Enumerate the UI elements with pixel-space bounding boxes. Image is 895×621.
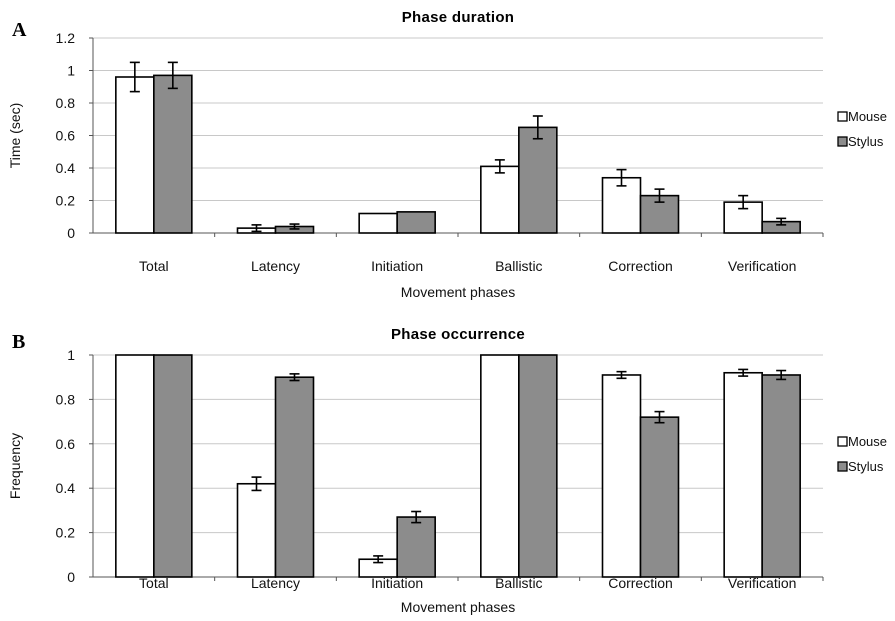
x-tick-label: Ballistic <box>495 258 542 274</box>
bar-mouse <box>236 482 277 578</box>
x-tick-label: Initiation <box>371 575 423 591</box>
x-tick-label: Correction <box>608 575 673 591</box>
bar-mouse <box>601 374 642 578</box>
x-tick-label: Correction <box>608 258 673 274</box>
y-tick-label: 0 <box>67 569 75 585</box>
x-tick-label: Total <box>139 258 169 274</box>
y-tick-label: 0.8 <box>56 95 76 111</box>
chart-title: Phase occurrence <box>391 326 525 343</box>
legend-swatch <box>837 461 848 472</box>
y-tick-label: 0.4 <box>56 160 76 176</box>
x-tick-label: Latency <box>251 575 300 591</box>
panel-letter: B <box>12 331 25 353</box>
bar-mouse <box>723 371 763 578</box>
y-tick-label: 0.4 <box>56 480 76 496</box>
bar-stylus <box>518 354 558 578</box>
x-axis-title: Movement phases <box>401 284 515 300</box>
bar-stylus <box>274 376 315 578</box>
chart-title: Phase duration <box>402 9 515 26</box>
bar-mouse <box>115 354 155 578</box>
legend-label: Stylus <box>848 134 884 149</box>
y-tick-label: 0.2 <box>56 525 76 541</box>
legend-swatch <box>837 436 848 447</box>
y-tick-label: 1 <box>67 347 75 363</box>
bar-stylus <box>518 126 558 234</box>
bar-stylus <box>153 74 193 234</box>
x-axis-title: Movement phases <box>401 599 515 615</box>
y-tick-label: 0.8 <box>56 391 76 407</box>
y-axis-title: Time (sec) <box>7 103 23 169</box>
bar-mouse <box>480 165 520 234</box>
panel-a: A Phase duration 0 0.2 0.4 0.6 0.8 1 1.2 Time (se… <box>7 9 887 300</box>
bar-stylus <box>761 374 801 578</box>
y-tick-label: 0.2 <box>56 193 76 209</box>
legend-swatch <box>837 111 848 122</box>
x-tick-label: Verification <box>728 575 796 591</box>
bar-mouse <box>115 76 155 234</box>
bar-mouse <box>358 212 398 234</box>
legend-label: Mouse <box>848 434 887 449</box>
legend-label: Stylus <box>848 459 884 474</box>
bar-stylus <box>396 211 436 234</box>
bar-stylus <box>639 416 680 578</box>
x-tick-label: Initiation <box>371 258 423 274</box>
panel-letter: A <box>12 19 27 41</box>
x-tick-label: Ballistic <box>495 575 542 591</box>
legend-swatch <box>837 136 848 147</box>
y-tick-label: 1 <box>67 63 75 79</box>
x-tick-label: Latency <box>251 258 300 274</box>
y-axis-title: Frequency <box>7 433 23 499</box>
bar-stylus <box>153 354 193 578</box>
x-tick-label: Verification <box>728 258 796 274</box>
y-tick-label: 1.2 <box>56 30 76 46</box>
x-tick-label: Total <box>139 575 169 591</box>
bar-mouse <box>480 354 520 578</box>
y-tick-label: 0.6 <box>56 128 76 144</box>
panel-b: B Phase occurrence 0 0.2 0.4 0.6 0.8 1 Frequency… <box>7 326 887 615</box>
legend-label: Mouse <box>848 109 887 124</box>
y-tick-label: 0.6 <box>56 436 76 452</box>
bar-stylus <box>396 516 436 578</box>
y-tick-label: 0 <box>67 225 75 241</box>
